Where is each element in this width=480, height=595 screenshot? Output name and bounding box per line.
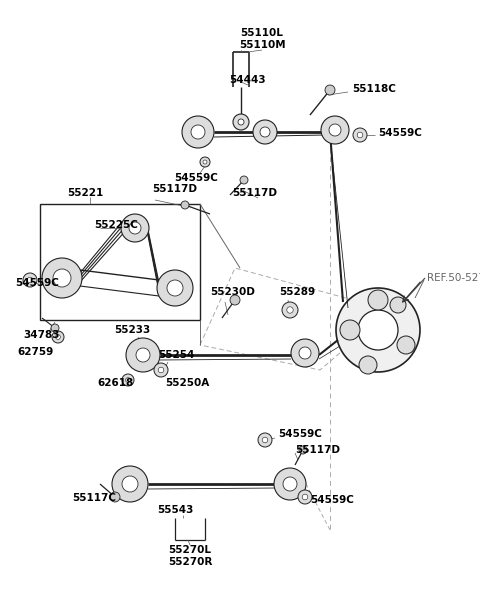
Circle shape	[112, 466, 148, 502]
Text: 55254: 55254	[158, 350, 194, 360]
Circle shape	[56, 334, 60, 339]
Circle shape	[397, 336, 415, 354]
Text: 54559C: 54559C	[278, 429, 322, 439]
Circle shape	[390, 297, 406, 313]
Circle shape	[182, 116, 214, 148]
Text: 34783: 34783	[24, 330, 60, 340]
Text: 55117D: 55117D	[232, 188, 277, 198]
Circle shape	[42, 258, 82, 298]
Circle shape	[302, 494, 308, 500]
Circle shape	[253, 120, 277, 144]
Text: 54559C: 54559C	[310, 495, 354, 505]
Text: 54559C: 54559C	[15, 278, 59, 288]
Circle shape	[51, 324, 59, 332]
Circle shape	[298, 490, 312, 504]
Circle shape	[359, 356, 377, 374]
Circle shape	[299, 446, 307, 454]
Text: 62759: 62759	[17, 347, 53, 357]
Circle shape	[283, 477, 297, 491]
Circle shape	[126, 338, 160, 372]
Circle shape	[191, 125, 205, 139]
Circle shape	[27, 277, 33, 283]
Circle shape	[238, 119, 244, 125]
Text: 55117C: 55117C	[72, 493, 116, 503]
Circle shape	[121, 214, 149, 242]
Text: 54559C: 54559C	[378, 128, 422, 138]
Circle shape	[321, 116, 349, 144]
Circle shape	[157, 270, 193, 306]
Circle shape	[262, 437, 268, 443]
Text: 55117D: 55117D	[295, 445, 340, 455]
Circle shape	[126, 378, 131, 383]
Text: 55221: 55221	[67, 188, 103, 198]
Text: 54443: 54443	[230, 75, 266, 85]
Circle shape	[340, 320, 360, 340]
Circle shape	[274, 468, 306, 500]
Circle shape	[282, 302, 298, 318]
Circle shape	[299, 347, 311, 359]
Text: 55118C: 55118C	[352, 84, 396, 94]
Circle shape	[233, 114, 249, 130]
Circle shape	[368, 290, 388, 310]
Text: REF.50-527: REF.50-527	[427, 273, 480, 283]
Circle shape	[122, 374, 134, 386]
Circle shape	[325, 85, 335, 95]
Circle shape	[129, 222, 141, 234]
Text: 55250A: 55250A	[165, 378, 209, 388]
Text: 62618: 62618	[97, 378, 133, 388]
Circle shape	[260, 127, 270, 137]
Circle shape	[240, 176, 248, 184]
Circle shape	[203, 160, 207, 164]
Bar	[40, 204, 200, 320]
Circle shape	[122, 476, 138, 492]
Text: 55117D: 55117D	[152, 184, 197, 194]
Circle shape	[181, 201, 189, 209]
Circle shape	[291, 339, 319, 367]
Circle shape	[200, 157, 210, 167]
Text: 55110L
55110M: 55110L 55110M	[239, 28, 285, 49]
Circle shape	[52, 331, 64, 343]
Circle shape	[336, 288, 420, 372]
Circle shape	[358, 310, 398, 350]
Circle shape	[167, 280, 183, 296]
Circle shape	[23, 273, 37, 287]
Text: 55289: 55289	[279, 287, 315, 297]
Circle shape	[53, 269, 71, 287]
Circle shape	[158, 367, 164, 373]
Circle shape	[357, 132, 363, 138]
Text: 55230D: 55230D	[210, 287, 255, 297]
Circle shape	[230, 295, 240, 305]
Circle shape	[258, 433, 272, 447]
Circle shape	[329, 124, 341, 136]
Text: 55225C: 55225C	[94, 220, 138, 230]
Circle shape	[287, 307, 293, 313]
Text: 55270L
55270R: 55270L 55270R	[168, 545, 212, 566]
Circle shape	[353, 128, 367, 142]
Circle shape	[154, 363, 168, 377]
Circle shape	[136, 348, 150, 362]
Text: 54559C: 54559C	[174, 173, 218, 183]
Text: 55543: 55543	[157, 505, 193, 515]
Text: 55233: 55233	[114, 325, 150, 335]
Circle shape	[110, 492, 120, 502]
